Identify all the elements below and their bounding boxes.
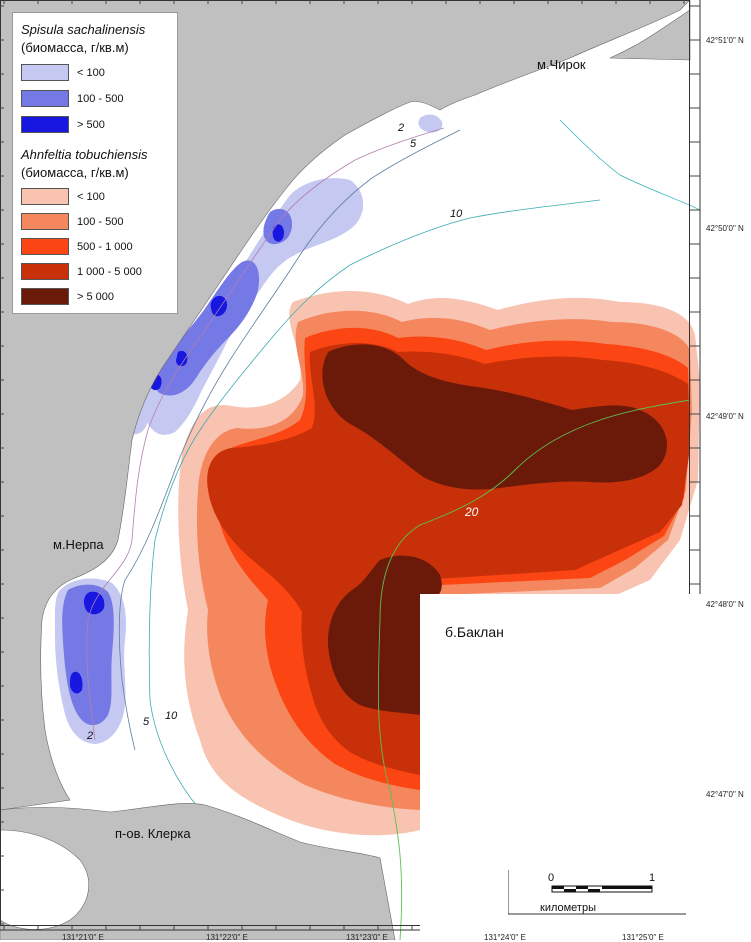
legend-label-ahnfeltia-500-1000: 500 - 1 000 — [77, 241, 133, 253]
lon-label: 131°25'0" E — [622, 933, 664, 942]
lon-label: 131°22'0" E — [206, 933, 248, 942]
land-southwest-inlet — [0, 829, 89, 930]
contour-label-20: 20 — [465, 505, 479, 519]
scale-bar: 0 1 километры — [507, 870, 686, 916]
lat-label: 42°50'0" N — [706, 224, 744, 233]
legend-swatch-spisula-lt100 — [21, 64, 69, 81]
isobath-10 — [148, 199, 601, 871]
lon-label: 131°24'0" E — [484, 933, 526, 942]
spisula-gt500-south — [70, 591, 105, 694]
legend-swatch-ahnfeltia-gt5000 — [21, 288, 69, 305]
place-cape-nerpa: м.Нерпа — [53, 537, 104, 552]
legend-label-ahnfeltia-gt5000: > 5 000 — [77, 291, 115, 303]
ahnfeltia-gt5000-zone-south — [327, 555, 442, 715]
land-northeast — [609, 0, 691, 61]
legend-ahnfeltia-subtitle: (биомасса, г/кв.м) — [21, 165, 129, 180]
lat-label: 42°48'0" N — [706, 600, 744, 609]
legend-spisula-subtitle: (биомасса, г/кв.м) — [21, 40, 129, 55]
legend-swatch-spisula-100-500 — [21, 90, 69, 107]
legend-swatch-ahnfeltia-lt100 — [21, 188, 69, 205]
lat-label: 42°47'0" N — [706, 790, 744, 799]
scale-label-one: 1 — [649, 872, 656, 884]
ahnfeltia-gt5000-zone — [322, 344, 668, 490]
spisula-lt100-north — [418, 114, 443, 133]
land-south-klerka — [0, 803, 396, 940]
scale-bar-graphic — [507, 870, 686, 915]
contour-label-10-south: 10 — [165, 710, 178, 722]
legend-label-spisula-lt100: < 100 — [77, 67, 105, 79]
legend-label-spisula-gt500: > 500 — [77, 119, 105, 131]
isobath-20 — [377, 399, 691, 940]
legend-swatch-ahnfeltia-1000-5000 — [21, 263, 69, 280]
lat-label: 42°51'0" N — [706, 36, 744, 45]
legend-ahnfeltia-title: Ahnfeltia tobuchiensis — [21, 147, 148, 162]
legend-swatch-ahnfeltia-500-1000 — [21, 238, 69, 255]
place-klerka-peninsula: п-ов. Клерка — [115, 826, 191, 841]
isobath-extra — [559, 119, 701, 211]
isobath-5 — [118, 129, 461, 751]
contour-label-5-north: 5 — [410, 138, 417, 150]
scale-unit-label: километры — [540, 902, 596, 914]
place-baklan-bay: б.Баклан — [445, 624, 504, 640]
legend-swatch-ahnfeltia-100-500 — [21, 213, 69, 230]
lat-label: 42°49'0" N — [706, 412, 744, 421]
contour-label-2-south: 2 — [87, 730, 94, 742]
lon-label: 131°21'0" E — [62, 933, 104, 942]
isobath-lines — [86, 119, 701, 940]
legend-label-ahnfeltia-1000-5000: 1 000 - 5 000 — [77, 266, 142, 278]
scale-label-zero: 0 — [548, 872, 555, 884]
lon-label: 131°23'0" E — [346, 933, 388, 942]
legend-swatch-spisula-gt500 — [21, 116, 69, 133]
place-cape-chirok: м.Чирок — [537, 57, 586, 72]
contour-label-5-south: 5 — [143, 716, 150, 728]
legend-label-ahnfeltia-100-500: 100 - 500 — [77, 216, 124, 228]
map-legend: Spisula sachalinensis (биомасса, г/кв.м)… — [12, 12, 178, 314]
frame-border — [0, 0, 690, 926]
spisula-gt500-mid — [150, 224, 285, 391]
legend-label-ahnfeltia-lt100: < 100 — [77, 191, 105, 203]
legend-label-spisula-100-500: 100 - 500 — [77, 93, 124, 105]
contour-label-2-north: 2 — [398, 122, 405, 134]
isobath-2 — [86, 127, 445, 741]
ahnfeltia-layer — [178, 291, 700, 836]
legend-spisula-title: Spisula sachalinensis — [21, 22, 146, 37]
contour-label-10-north: 10 — [450, 208, 463, 220]
inset-panel — [420, 594, 751, 940]
